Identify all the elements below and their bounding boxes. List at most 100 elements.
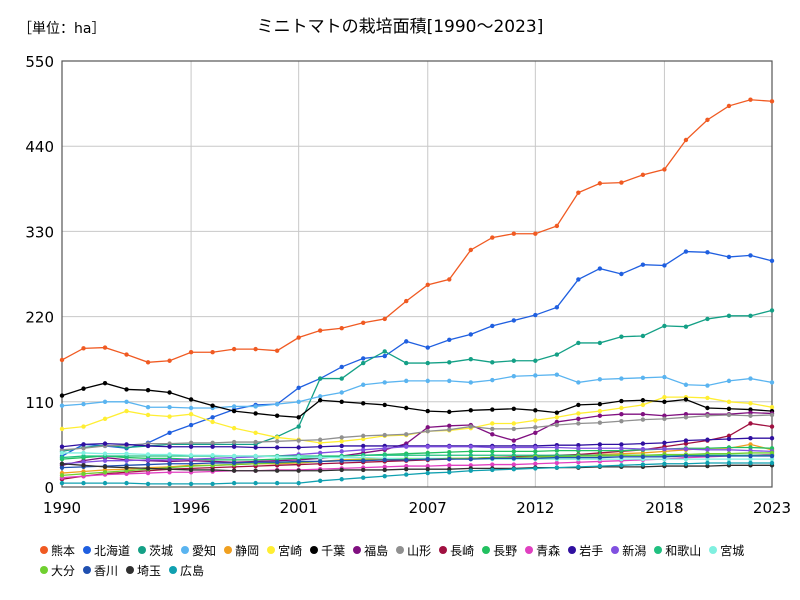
data-point — [511, 374, 517, 379]
legend-label: 愛知 — [192, 543, 217, 558]
x-tick-label: 1990 — [43, 499, 81, 517]
data-point — [662, 454, 667, 459]
legend-label: 広島 — [180, 563, 205, 578]
data-point — [447, 470, 452, 475]
data-point — [361, 436, 366, 442]
data-point — [404, 339, 409, 344]
data-point — [490, 235, 495, 240]
series-line — [62, 452, 772, 460]
data-point — [296, 399, 301, 404]
data-point — [124, 399, 129, 404]
data-point — [81, 424, 86, 429]
y-tick-label: 220 — [25, 309, 54, 327]
data-point — [317, 459, 323, 464]
data-point — [533, 425, 538, 430]
data-point — [619, 454, 624, 459]
legend-marker — [568, 546, 577, 554]
chart-title: ミニトマトの栽培面積[1990～2023] — [256, 17, 544, 37]
legend-label: 和歌山 — [665, 543, 702, 558]
data-point — [748, 401, 753, 406]
data-point — [145, 457, 151, 463]
data-point — [425, 425, 430, 430]
data-point — [231, 439, 237, 445]
series-1 — [59, 249, 775, 459]
data-point — [748, 436, 753, 441]
data-point — [317, 437, 323, 442]
data-point — [640, 454, 646, 459]
data-point — [404, 453, 409, 458]
series-2 — [59, 308, 775, 454]
series-line — [61, 463, 772, 472]
data-point — [662, 323, 667, 329]
data-point — [124, 468, 129, 473]
data-point — [167, 430, 172, 435]
data-point — [404, 466, 409, 472]
data-point — [533, 449, 538, 454]
data-point — [145, 405, 151, 410]
data-point — [705, 405, 710, 411]
data-point — [683, 438, 689, 443]
data-point — [533, 430, 538, 435]
data-point — [167, 405, 172, 410]
data-point — [597, 377, 603, 382]
data-point — [576, 442, 581, 448]
legend-label: 山形 — [407, 543, 432, 558]
data-point — [705, 460, 710, 466]
data-point — [231, 480, 237, 486]
data-point — [769, 258, 775, 264]
tick-labels: 0 110 220 330 440 550 1990 1996 2001 2007 2012 2018… — [25, 53, 791, 517]
data-point — [274, 348, 280, 353]
data-point — [382, 453, 387, 458]
data-point — [447, 456, 452, 462]
data-point — [317, 328, 323, 333]
data-point — [188, 461, 194, 466]
legend-label: 岩手 — [579, 543, 604, 558]
data-point — [404, 463, 409, 469]
series-3 — [59, 372, 775, 411]
data-point — [683, 397, 689, 402]
data-point — [726, 412, 732, 418]
legend-label: 熊本 — [51, 543, 76, 558]
data-point — [662, 399, 667, 404]
data-point — [188, 405, 194, 411]
data-point — [748, 442, 753, 447]
data-point — [102, 470, 108, 475]
data-point — [81, 446, 86, 451]
data-point — [705, 447, 710, 453]
data-point — [404, 432, 409, 437]
data-point — [210, 350, 215, 355]
data-point — [425, 408, 430, 414]
legend-label: 宮崎 — [278, 543, 303, 558]
data-point — [769, 412, 775, 418]
data-point — [511, 466, 517, 472]
data-point — [59, 403, 65, 408]
data-point — [533, 461, 538, 466]
legend-marker — [83, 566, 92, 574]
data-point — [425, 456, 430, 462]
data-point — [640, 462, 646, 467]
data-point — [167, 470, 172, 475]
data-point — [447, 360, 452, 365]
series-0 — [59, 97, 775, 365]
data-point — [210, 467, 215, 473]
data-point — [769, 456, 775, 462]
data-point — [554, 223, 560, 229]
data-point — [662, 446, 667, 452]
data-point — [597, 455, 603, 460]
data-point — [683, 441, 689, 446]
data-point — [640, 262, 646, 267]
data-point — [748, 410, 753, 415]
data-point — [339, 326, 344, 331]
data-point — [490, 445, 495, 450]
data-point — [145, 387, 151, 393]
data-point — [619, 398, 624, 404]
data-point — [59, 357, 65, 363]
data-point — [447, 444, 452, 449]
data-point — [210, 460, 215, 466]
data-point — [769, 453, 775, 459]
series-6 — [59, 381, 775, 420]
data-point — [619, 446, 624, 451]
data-point — [167, 452, 172, 457]
legend-label: 北海道 — [94, 543, 131, 558]
data-point — [382, 353, 387, 359]
